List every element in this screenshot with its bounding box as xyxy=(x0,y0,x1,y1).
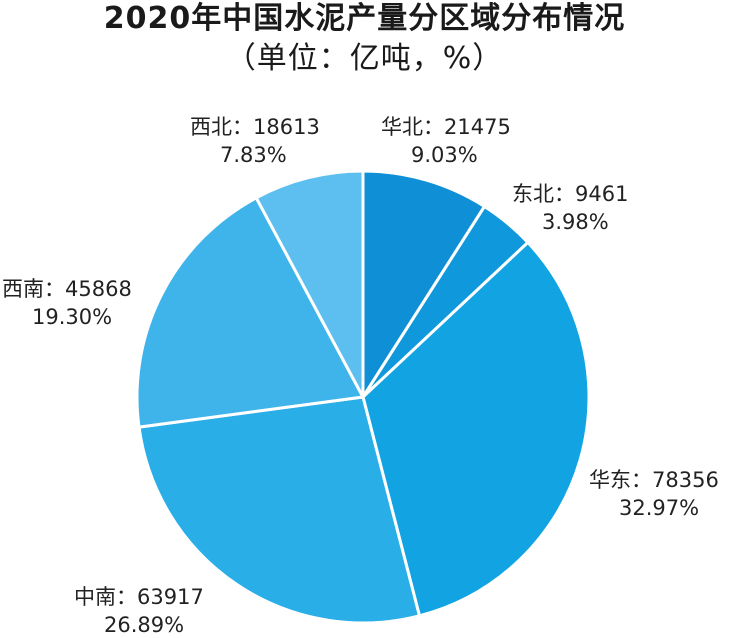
slice-label-3: 华东：78356 xyxy=(589,468,719,492)
pie-slice-4 xyxy=(137,395,421,625)
slice-label-6: 西北：18613 xyxy=(190,115,320,139)
slice-percent-2: 3.98% xyxy=(542,210,609,234)
pie-slice-5 xyxy=(135,196,365,429)
pie-slice-3 xyxy=(361,240,591,618)
slice-label-4: 中南：63917 xyxy=(74,585,204,609)
slice-label-5: 西南：45868 xyxy=(2,277,132,301)
chart-title: 2020年中国水泥产量分区域分布情况 xyxy=(103,1,626,36)
slice-percent-1: 9.03% xyxy=(411,143,478,167)
slice-label-1: 华北：21475 xyxy=(381,115,511,139)
pie-slice-6 xyxy=(254,169,365,399)
slice-label-2: 东北：9461 xyxy=(512,182,628,206)
chart-subtitle: （单位：亿吨，%） xyxy=(225,41,504,76)
slice-percent-5: 19.30% xyxy=(32,305,112,329)
pie-slice-1 xyxy=(361,169,487,399)
slice-percent-4: 26.89% xyxy=(104,613,184,637)
slice-percent-3: 32.97% xyxy=(619,496,699,520)
slice-percent-6: 7.83% xyxy=(220,143,287,167)
